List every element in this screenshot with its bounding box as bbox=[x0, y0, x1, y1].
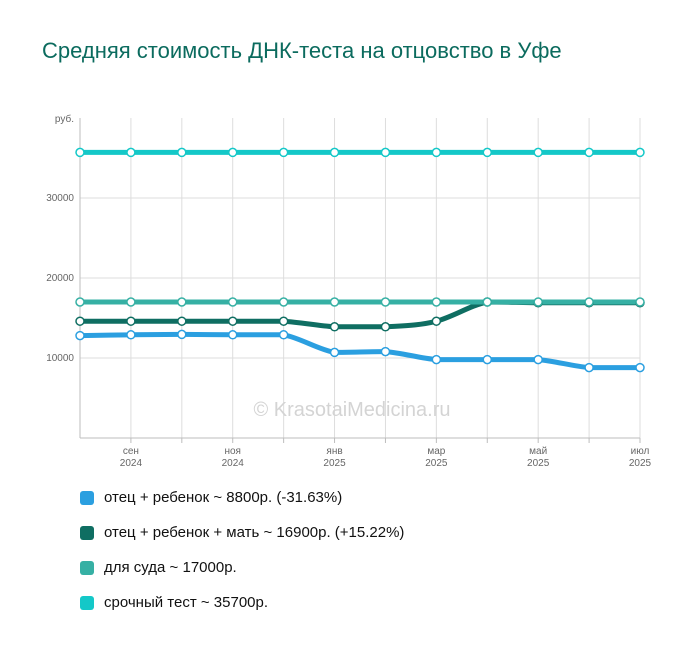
x-tick-label-month: янв bbox=[326, 446, 342, 457]
data-point-father-child-mother bbox=[126, 316, 136, 326]
data-point-court bbox=[380, 297, 391, 307]
data-point-urgent-test bbox=[584, 147, 594, 158]
data-point-father-child bbox=[635, 362, 645, 373]
data-point-father-child-mother bbox=[329, 322, 340, 332]
data-point-court bbox=[533, 297, 543, 307]
data-point-court bbox=[177, 297, 187, 307]
data-point-urgent-test bbox=[227, 147, 238, 158]
data-point-father-child bbox=[126, 330, 136, 340]
data-point-court bbox=[431, 297, 442, 307]
x-tick-label-month: мар bbox=[427, 446, 445, 457]
legend-swatch-father-child bbox=[80, 491, 94, 505]
y-tick-label: 10000 bbox=[46, 353, 74, 364]
legend-label: для суда ~ 17000р. bbox=[104, 559, 237, 576]
data-point-father-child-mother bbox=[227, 316, 238, 326]
series-line-father-child bbox=[77, 331, 643, 371]
data-point-court bbox=[278, 297, 289, 307]
series-line-father-child-mother bbox=[77, 299, 643, 330]
data-point-urgent-test bbox=[635, 147, 645, 158]
chart-title: Средняя стоимость ДНК-теста на отцовство… bbox=[42, 38, 562, 63]
x-tick-label-month: май bbox=[529, 446, 547, 457]
x-tick-label-year: 2025 bbox=[323, 458, 346, 469]
data-point-court bbox=[126, 297, 136, 307]
legend-swatch-father-child-mother bbox=[80, 526, 94, 540]
data-point-court bbox=[329, 297, 340, 307]
x-tick-label-month: сен bbox=[123, 446, 139, 457]
data-point-father-child bbox=[75, 330, 85, 341]
x-tick-label-year: 2025 bbox=[629, 458, 652, 469]
x-tick-label-year: 2025 bbox=[527, 458, 550, 469]
line-chart: руб.100002000030000сен2024ноя2024янв2025… bbox=[46, 113, 651, 469]
legend-swatch-urgent-test bbox=[80, 596, 94, 610]
legend-swatch-court bbox=[80, 561, 94, 575]
data-point-father-child bbox=[380, 346, 391, 357]
grid bbox=[80, 118, 641, 438]
data-point-father-child bbox=[329, 347, 340, 358]
data-point-urgent-test bbox=[431, 147, 442, 158]
data-point-court bbox=[584, 297, 594, 307]
data-point-father-child-mother bbox=[380, 322, 391, 332]
data-points bbox=[75, 147, 645, 373]
x-tick-label-month: ноя bbox=[224, 446, 241, 457]
data-point-father-child-mother bbox=[75, 316, 85, 326]
legend-label: срочный тест ~ 35700р. bbox=[104, 594, 269, 611]
data-point-father-child bbox=[177, 329, 187, 340]
data-point-father-child bbox=[533, 354, 543, 365]
legend-item-father-child-mother[interactable]: отец + ребенок + мать ~ 16900р. (+15.22%… bbox=[80, 521, 640, 556]
data-point-court bbox=[482, 297, 493, 307]
data-point-father-child-mother bbox=[431, 316, 442, 326]
legend-item-father-child[interactable]: отец + ребенок ~ 8800р. (-31.63%) bbox=[80, 486, 640, 521]
data-point-father-child-mother bbox=[177, 316, 187, 326]
y-tick-label: 30000 bbox=[46, 193, 74, 204]
x-tick-label-year: 2024 bbox=[222, 458, 245, 469]
data-point-court bbox=[75, 297, 85, 307]
data-point-urgent-test bbox=[329, 147, 340, 158]
data-point-father-child bbox=[482, 354, 493, 365]
data-point-father-child bbox=[227, 330, 238, 340]
series-lines bbox=[77, 149, 643, 371]
data-point-urgent-test bbox=[482, 147, 493, 158]
data-point-urgent-test bbox=[75, 147, 85, 158]
x-tick-label-year: 2024 bbox=[120, 458, 143, 469]
data-point-father-child bbox=[431, 354, 442, 365]
data-point-urgent-test bbox=[533, 147, 543, 158]
watermark: © KrasotaiMedicina.ru bbox=[253, 399, 450, 421]
legend: отец + ребенок ~ 8800р. (-31.63%) отец +… bbox=[80, 486, 640, 626]
data-point-urgent-test bbox=[380, 147, 391, 158]
legend-label: отец + ребенок ~ 8800р. (-31.63%) bbox=[104, 489, 343, 506]
data-point-urgent-test bbox=[278, 147, 289, 158]
data-point-urgent-test bbox=[177, 147, 187, 158]
data-point-father-child bbox=[278, 330, 289, 340]
axes: руб.100002000030000сен2024ноя2024янв2025… bbox=[46, 113, 651, 469]
legend-label: отец + ребенок + мать ~ 16900р. (+15.22%… bbox=[104, 524, 405, 541]
data-point-court bbox=[635, 297, 645, 307]
legend-item-court[interactable]: для суда ~ 17000р. bbox=[80, 556, 640, 591]
legend-item-urgent-test[interactable]: срочный тест ~ 35700р. bbox=[80, 591, 640, 626]
y-tick-label: 20000 bbox=[46, 273, 74, 284]
data-point-urgent-test bbox=[126, 147, 136, 158]
data-point-father-child bbox=[584, 362, 594, 373]
y-axis-unit-label: руб. bbox=[55, 113, 74, 125]
x-tick-label-month: июл bbox=[631, 446, 650, 457]
data-point-court bbox=[227, 297, 238, 307]
x-tick-label-year: 2025 bbox=[425, 458, 448, 469]
data-point-father-child-mother bbox=[278, 316, 289, 326]
